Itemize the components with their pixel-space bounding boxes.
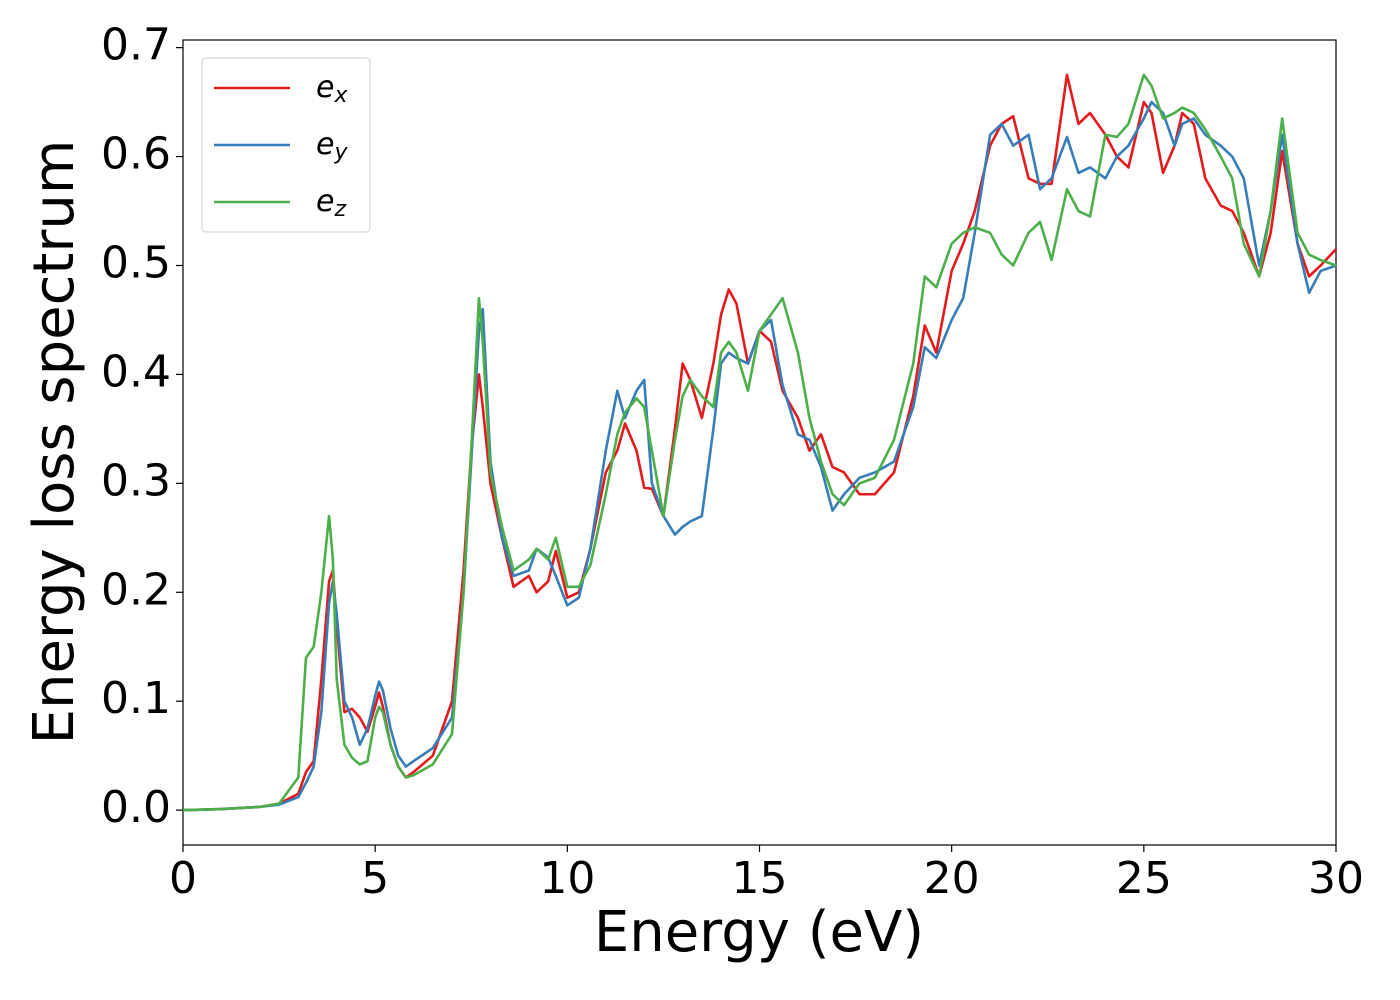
series-line <box>182 73 1337 812</box>
y-tick-label: 0.6 <box>101 129 171 180</box>
x-tick-label: 5 <box>361 853 389 904</box>
legend-label: ex <box>316 70 348 109</box>
x-tick-label: 30 <box>1308 853 1364 904</box>
y-tick-label: 0.2 <box>101 564 171 615</box>
y-tick-label: 0.4 <box>101 346 171 397</box>
legend-label: ey <box>316 127 348 166</box>
x-tick-label: 25 <box>1116 853 1172 904</box>
x-tick-label: 20 <box>924 853 980 904</box>
y-tick-label: 0.7 <box>101 20 171 71</box>
series-line <box>182 100 1337 812</box>
legend-label: ez <box>316 184 346 223</box>
y-tick-label: 0.3 <box>101 455 171 506</box>
y-axis-label: Energy loss spectrum <box>22 140 87 745</box>
x-tick-label: 0 <box>169 853 197 904</box>
y-tick-label: 0.0 <box>101 782 171 833</box>
series-line <box>182 73 1337 812</box>
x-tick-label: 10 <box>539 853 595 904</box>
y-tick-label: 0.5 <box>101 237 171 288</box>
x-tick-label: 15 <box>732 853 788 904</box>
y-tick-label: 0.1 <box>101 673 171 724</box>
x-axis-label: Energy (eV) <box>594 900 924 965</box>
